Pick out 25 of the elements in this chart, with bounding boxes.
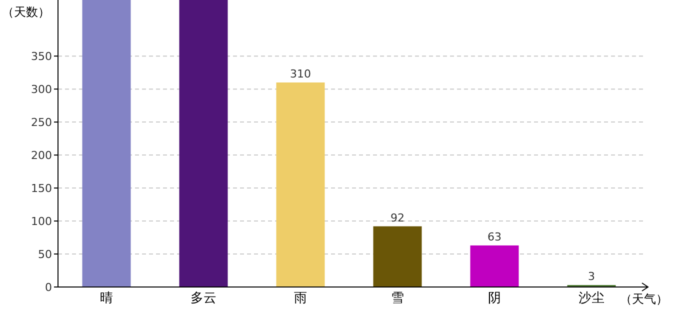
y-tick-label: 350 xyxy=(31,50,52,63)
y-axis-title: （天数） xyxy=(2,5,50,19)
y-tick-label: 250 xyxy=(31,116,52,129)
bar xyxy=(82,0,131,287)
y-tick-label: 0 xyxy=(45,280,52,294)
y-tick-label: 100 xyxy=(31,214,52,228)
y-tick-label: 150 xyxy=(31,182,52,195)
y-tick-label: 50 xyxy=(38,248,52,261)
data-label: 63 xyxy=(488,230,502,244)
data-label: 3 xyxy=(588,270,595,284)
bar xyxy=(470,245,519,287)
data-label: 92 xyxy=(390,211,404,224)
x-tick-label: 雪 xyxy=(391,291,404,306)
x-tick-label: 阴 xyxy=(488,291,501,306)
bar xyxy=(276,82,325,287)
x-tick-label: 晴 xyxy=(100,291,113,306)
x-tick-label: 多云 xyxy=(190,291,216,306)
data-label: 310 xyxy=(290,67,311,80)
y-tick-label: 200 xyxy=(31,148,52,162)
x-axis-title: （天气） xyxy=(620,292,668,306)
bar xyxy=(373,226,422,287)
x-tick-label: 雨 xyxy=(294,291,307,306)
x-tick-label: 沙尘 xyxy=(578,291,604,306)
y-tick-label: 300 xyxy=(31,82,52,96)
bar xyxy=(179,0,228,287)
